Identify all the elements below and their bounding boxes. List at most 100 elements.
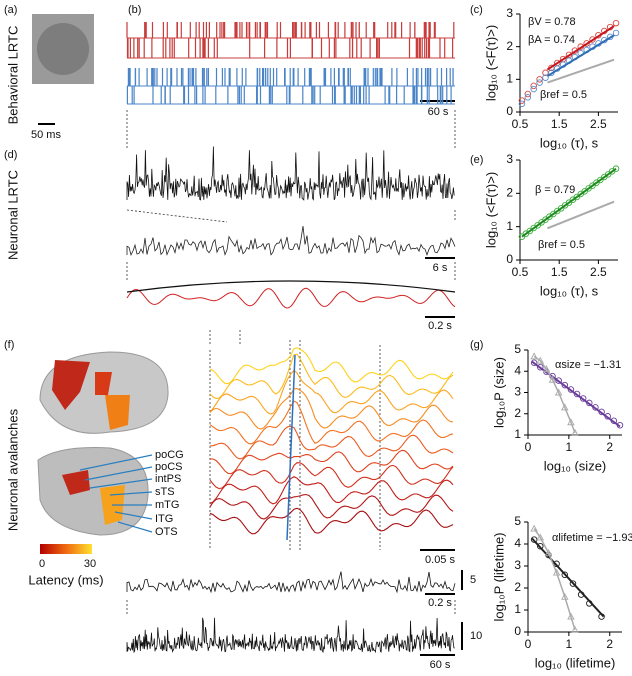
avalanche-propagation	[286, 354, 296, 541]
point	[536, 356, 545, 364]
annotation: βref = 0.5	[538, 239, 585, 251]
colorbar	[40, 544, 92, 554]
brain-label: ITG	[155, 513, 173, 525]
annotation: βA = 0.74	[528, 34, 575, 46]
x-axis-label: log₁₀ (lifetime)	[535, 655, 616, 670]
point	[612, 19, 620, 27]
zoom-guides	[126, 110, 456, 615]
row-label: Neuronal LRTC	[5, 170, 20, 260]
point	[567, 386, 575, 393]
x-tick-label: 1	[566, 440, 573, 454]
x-axis-label: log₁₀ (τ), s	[540, 135, 599, 150]
fit-line	[546, 25, 615, 71]
avalanche-trace	[209, 475, 454, 505]
x-tick-label: 2.5	[590, 265, 607, 279]
x-tick-label: 0	[525, 637, 532, 651]
point	[530, 524, 538, 532]
scale-label: 60 s	[430, 659, 451, 671]
point	[552, 568, 561, 576]
panel-label: (a)	[4, 4, 17, 16]
point	[536, 79, 543, 86]
point	[524, 90, 532, 98]
count-trace	[126, 571, 456, 594]
count-trace-long	[126, 617, 455, 654]
x-tick-label: 1	[566, 637, 573, 651]
avalanche-trace	[209, 400, 454, 445]
point	[612, 165, 620, 172]
colorbar-label: Latency (ms)	[28, 572, 103, 587]
point	[561, 403, 569, 411]
annotation: βref = 0.5	[540, 89, 587, 101]
point	[567, 612, 575, 620]
colorbar-min: 0	[39, 558, 45, 570]
fit-line	[533, 528, 576, 631]
point	[518, 100, 526, 108]
brain-label: intPS	[155, 473, 181, 485]
envelope	[126, 280, 456, 293]
panel-label: (g)	[470, 339, 483, 351]
point	[555, 377, 562, 384]
scale-label: 0.2 s	[428, 320, 452, 332]
row-label: Behavioral LRTC	[5, 26, 20, 125]
point	[567, 418, 575, 426]
y-tick-label: 1	[514, 427, 521, 441]
point	[571, 428, 579, 436]
fit-line	[521, 167, 617, 238]
point	[530, 85, 537, 93]
brain-label: OTS	[155, 526, 178, 538]
point	[612, 29, 620, 37]
annotation: βV = 0.78	[528, 16, 576, 28]
y-axis-label: log₁₀P (lifetime)	[491, 532, 506, 621]
y-tick-label: 4	[514, 536, 521, 550]
raster	[127, 68, 454, 86]
y-tick-label: 0	[506, 252, 513, 266]
scale-label: 5	[470, 574, 476, 586]
y-tick-label: 0	[514, 624, 521, 638]
point	[537, 542, 544, 550]
x-tick-label: 0.5	[512, 117, 529, 131]
brain-label: poCG	[155, 449, 184, 461]
avalanche-trace	[209, 449, 454, 475]
y-axis-label: log₁₀P (size)	[491, 357, 506, 428]
x-axis-label: log₁₀ (τ), s	[540, 283, 599, 298]
y-tick-label: 5	[514, 342, 521, 356]
point	[542, 74, 549, 81]
scale-label: 10	[470, 630, 482, 642]
x-tick-label: 1.5	[551, 117, 568, 131]
annotation: αlifetime = −1.93	[552, 532, 632, 544]
y-tick-label: 1	[506, 219, 513, 233]
oscillation	[126, 287, 456, 309]
raster	[126, 38, 454, 58]
avalanche-trace	[209, 425, 454, 460]
panel-label: (f)	[4, 339, 14, 351]
avalanche-trace	[209, 507, 454, 535]
raster	[126, 86, 452, 104]
point	[571, 625, 579, 633]
fit-line	[533, 355, 576, 434]
eeg-zoom	[126, 225, 456, 257]
point	[524, 94, 532, 101]
point	[561, 571, 569, 579]
brain-label: poCS	[155, 461, 183, 473]
avalanche-trace	[209, 387, 454, 430]
y-tick-label: 3	[514, 558, 521, 572]
point	[544, 548, 553, 556]
x-tick-label: 0.5	[512, 265, 529, 279]
flat-map	[37, 447, 149, 536]
y-tick-label: 2	[514, 406, 521, 420]
y-axis-label: log₁₀ (<F(τ)>)	[483, 25, 498, 101]
annotation: β = 0.79	[535, 184, 575, 196]
y-tick-label: 2	[514, 580, 521, 594]
point	[583, 40, 590, 47]
brain-activation	[52, 360, 90, 410]
y-tick-label: 2	[506, 186, 513, 200]
x-tick-label: 2	[606, 637, 613, 651]
brain-activation	[105, 395, 130, 430]
brain-label: sTS	[155, 486, 175, 498]
fit-line	[531, 360, 621, 428]
point	[542, 365, 551, 373]
colorbar-max: 30	[84, 558, 96, 570]
x-axis-label: log₁₀ (size)	[544, 458, 607, 473]
avalanche-trace	[209, 462, 454, 490]
